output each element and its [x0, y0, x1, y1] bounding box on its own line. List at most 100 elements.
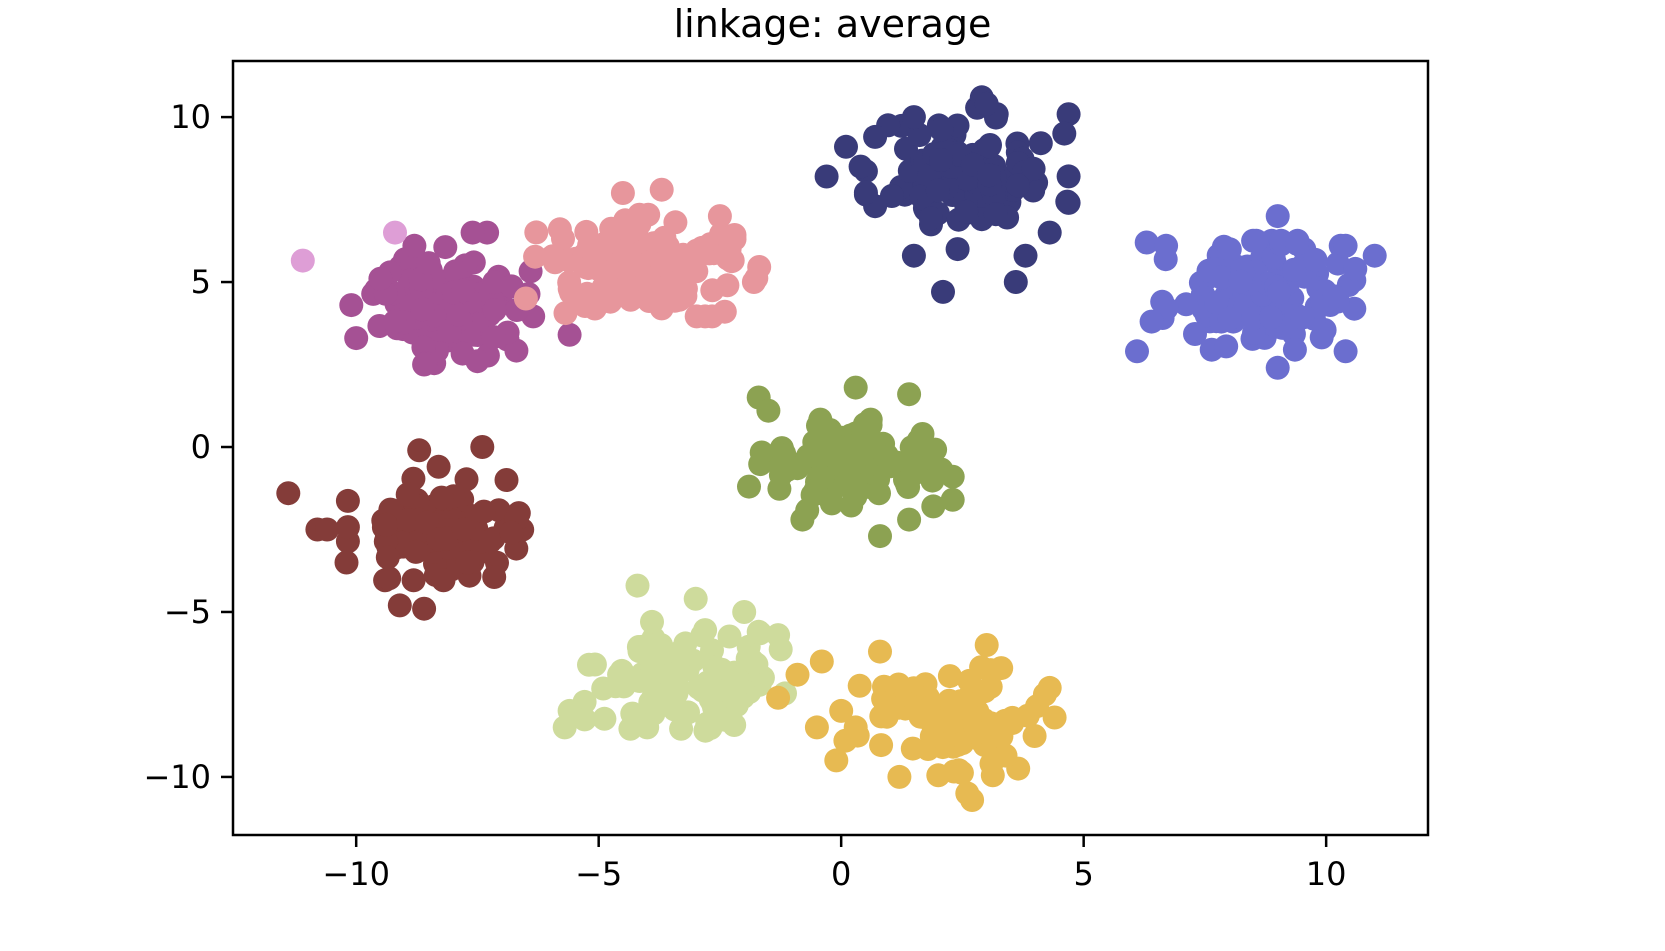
data-point — [465, 349, 490, 374]
data-point — [429, 485, 454, 510]
data-point — [1259, 305, 1283, 330]
data-point — [964, 720, 989, 745]
data-point — [978, 674, 1003, 699]
data-point — [707, 204, 732, 229]
data-point — [863, 124, 888, 149]
data-point — [906, 428, 931, 453]
data-point — [940, 464, 965, 489]
data-point — [1042, 705, 1067, 730]
data-point — [1303, 247, 1328, 272]
cluster-brown — [276, 435, 535, 621]
data-point — [543, 250, 567, 275]
data-point — [901, 243, 926, 268]
data-point — [635, 715, 660, 740]
data-point — [1290, 305, 1315, 330]
data-point — [1362, 243, 1387, 268]
data-point — [741, 270, 766, 294]
data-point — [1005, 173, 1030, 198]
data-point — [829, 698, 854, 723]
data-point — [712, 299, 737, 324]
data-point — [552, 715, 577, 740]
data-point — [412, 596, 437, 621]
data-point — [671, 643, 696, 668]
data-point — [443, 259, 468, 284]
data-point — [663, 210, 688, 235]
data-point — [1015, 703, 1040, 728]
data-point — [1174, 292, 1199, 317]
data-point — [576, 256, 601, 281]
data-point — [853, 180, 878, 205]
data-point — [1183, 322, 1207, 346]
data-point — [983, 202, 1008, 227]
data-point — [969, 655, 994, 680]
data-point — [847, 673, 872, 698]
data-point — [640, 650, 665, 675]
y-tick-label: 5 — [191, 263, 211, 301]
data-point — [414, 510, 439, 535]
data-point — [368, 266, 393, 291]
data-point — [290, 248, 315, 273]
data-point — [698, 687, 723, 712]
data-point — [669, 716, 694, 741]
y-axis: −10 −5 0 5 10 — [143, 98, 233, 796]
data-point — [868, 639, 892, 664]
data-point — [931, 279, 955, 304]
data-point — [937, 664, 962, 689]
data-point — [684, 238, 709, 263]
data-point — [989, 656, 1014, 681]
data-point — [471, 499, 496, 524]
data-point — [814, 164, 839, 189]
data-point — [1056, 102, 1081, 127]
data-point — [1241, 306, 1266, 331]
data-point — [1125, 339, 1149, 364]
data-point — [577, 652, 601, 677]
data-point — [1228, 269, 1253, 294]
data-point — [396, 508, 421, 533]
data-point — [901, 105, 926, 130]
data-point — [1343, 256, 1368, 281]
data-point — [460, 220, 485, 245]
data-point — [1021, 156, 1046, 181]
data-point — [897, 507, 922, 532]
data-point — [974, 633, 999, 657]
data-point — [1265, 355, 1290, 380]
data-point — [732, 600, 757, 624]
data-points — [276, 85, 1387, 812]
data-point — [858, 413, 883, 437]
data-point — [574, 219, 599, 244]
data-point — [344, 326, 369, 351]
data-point — [276, 481, 301, 506]
data-point — [819, 491, 844, 516]
data-point — [766, 685, 791, 710]
data-point — [1214, 334, 1239, 359]
y-tick-label: 0 — [191, 428, 211, 466]
data-point — [402, 233, 427, 258]
data-point — [843, 715, 868, 740]
data-point — [591, 676, 616, 701]
data-point — [1032, 682, 1057, 707]
data-point — [454, 467, 479, 492]
data-point — [945, 237, 970, 262]
data-point — [715, 273, 740, 298]
data-point — [610, 181, 635, 205]
data-point — [834, 134, 858, 159]
data-point — [1052, 121, 1077, 146]
data-point — [737, 474, 761, 499]
data-point — [335, 515, 360, 540]
x-tick-label: −5 — [575, 855, 622, 893]
data-point — [803, 478, 828, 503]
data-point — [523, 244, 548, 269]
data-point — [848, 154, 873, 179]
data-point — [1056, 164, 1081, 189]
data-point — [918, 206, 943, 231]
data-point — [766, 623, 791, 648]
data-point — [383, 309, 407, 334]
data-point — [1282, 257, 1307, 282]
data-point — [649, 296, 674, 321]
data-point — [557, 276, 582, 301]
data-point — [433, 235, 458, 260]
data-point — [929, 148, 954, 172]
y-tick-label: −5 — [164, 593, 211, 631]
data-point — [895, 472, 919, 497]
